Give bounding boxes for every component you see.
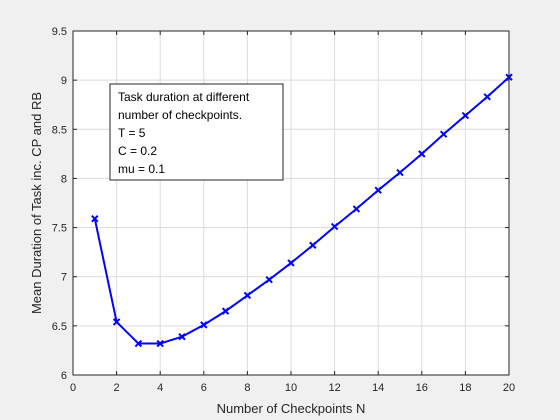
data-point-marker: [91, 215, 99, 223]
x-tick-label: 0: [70, 382, 76, 394]
x-tick-label: 20: [503, 382, 515, 394]
x-tick-label: 10: [285, 382, 297, 394]
x-tick-label: 16: [416, 382, 428, 394]
y-tick-label: 8.5: [52, 124, 67, 136]
annotation-line-4: C = 0.2: [118, 144, 157, 158]
data-point-marker: [112, 318, 121, 326]
x-tick-label: 4: [157, 382, 163, 394]
data-point-marker: [396, 168, 404, 177]
tick-labels: 0 2 4 6 8 10 12 14 16 18 20 6 6.5 7 7.5 8 8.5 9 9.5: [52, 26, 515, 394]
data-point-marker: [243, 291, 252, 300]
data-point-marker: [418, 150, 426, 158]
data-point-marker: [309, 241, 317, 249]
y-axis-title: Mean Duration of Task inc. CP and RB: [29, 92, 44, 314]
data-point-marker: [483, 93, 491, 101]
data-point-marker: [156, 339, 164, 348]
y-tick-label: 7: [61, 272, 67, 284]
x-tick-label: 12: [328, 382, 340, 394]
series-markers: [91, 73, 513, 348]
x-tick-label: 18: [459, 382, 471, 394]
data-point-marker: [330, 222, 339, 231]
data-point-marker: [352, 205, 361, 213]
annotation-line-5: mu = 0.1: [118, 162, 165, 176]
data-point-marker: [200, 321, 208, 329]
data-point-marker: [134, 339, 143, 348]
x-tick-label: 6: [201, 382, 207, 394]
data-point-marker: [265, 275, 273, 284]
data-point-marker: [287, 259, 295, 267]
plot-border: [72, 30, 510, 376]
annotation-line-3: T = 5: [118, 126, 146, 140]
y-tick-label: 6.5: [52, 321, 67, 333]
annotation-line-2: number of checkpoints.: [118, 108, 242, 122]
x-axis-title: Number of Checkpoints N: [217, 401, 366, 416]
annotation-box: Task duration at different number of che…: [109, 83, 284, 181]
x-tick-label: 14: [372, 382, 384, 394]
data-point-marker: [461, 111, 470, 120]
annotation-border: [109, 83, 284, 181]
x-tick-label: 2: [114, 382, 120, 394]
data-point-marker: [374, 186, 382, 194]
annotation-line-1: Task duration at different: [118, 90, 250, 104]
x-tick-label: 8: [244, 382, 250, 394]
series-line: [93, 76, 510, 345]
y-tick-label: 9.5: [52, 26, 67, 38]
y-tick-label: 8: [61, 173, 67, 185]
data-point-marker: [221, 307, 230, 315]
y-tick-label: 9: [61, 75, 67, 87]
data-point-marker: [439, 130, 448, 138]
y-tick-label: 7.5: [52, 223, 67, 235]
y-tick-label: 6: [61, 370, 67, 382]
data-point-marker: [178, 332, 186, 341]
